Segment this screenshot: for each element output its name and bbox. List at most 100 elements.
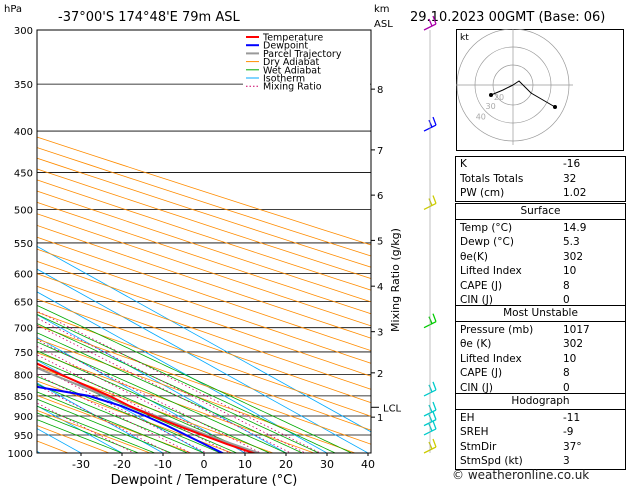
row-value: 1.02 [563, 187, 587, 199]
dry-adiabat-line [37, 324, 371, 445]
pressure-tick-label: 300 [14, 26, 33, 37]
table-row: CAPE (J) 8 [456, 279, 625, 294]
wet-adiabat-line [37, 323, 319, 453]
table-row: Lifted Index 10 [456, 264, 625, 279]
table-row: CIN (J) 0 [456, 381, 625, 396]
pressure-tick-label: 850 [14, 392, 33, 403]
dry-adiabat-line [37, 380, 234, 453]
hpa-label: hPa [4, 4, 22, 15]
table-row: StmDir 37° [456, 440, 625, 455]
km-tick-label: 1 [377, 413, 383, 424]
hodograph-table-title: Hodograph [456, 394, 625, 410]
wind-barb-flag [432, 195, 437, 204]
pressure-tick-label: 400 [14, 127, 33, 138]
dewpoint-profile [37, 385, 226, 453]
indices-table: K -16 Totals Totals 32 PW (cm) 1.02 [455, 156, 626, 202]
row-value: -16 [563, 158, 581, 170]
mixing-ratio-line [37, 384, 170, 453]
mixing-ratio-axis-label: Mixing Ratio (g/kg) [389, 228, 402, 332]
pressure-tick-label: 350 [14, 80, 33, 91]
table-row: CAPE (J) 8 [456, 366, 625, 381]
table-row: SREH -9 [456, 425, 625, 440]
row-value: 302 [563, 250, 584, 263]
wind-barb-flag [432, 420, 437, 430]
dry-adiabat-line [37, 236, 371, 352]
dry-adiabat-line [37, 285, 371, 404]
pressure-tick-label: 450 [14, 168, 33, 179]
wind-barb-flag [432, 15, 437, 25]
dry-adiabat-line [37, 298, 371, 417]
hodograph-ring-label: 30 [486, 102, 496, 111]
most-unstable-title: Most Unstable [456, 306, 625, 322]
km-tick-label: 4 [377, 282, 383, 293]
temperature-profile [37, 362, 258, 453]
hodograph-table: Hodograph EH -11 SREH -9 StmDir 37° StmSpd (kt… [455, 393, 626, 470]
pressure-tick-label: 550 [14, 239, 33, 250]
x-tick-label: -20 [113, 458, 131, 471]
dry-adiabat-line [37, 366, 275, 453]
wet-adiabat-line [37, 376, 221, 453]
hodograph-trace [512, 80, 556, 108]
table-row: Totals Totals 32 [456, 172, 625, 187]
km-tick-label: 5 [377, 236, 383, 247]
legend-entry: Mixing Ratio [263, 82, 322, 93]
km-label: km [374, 4, 390, 15]
x-tick-label: -10 [154, 458, 172, 471]
most-unstable-table: Most Unstable Pressure (mb) 1017 θe (K) 302… [455, 305, 626, 396]
table-row: θe(K) 302 [456, 250, 625, 265]
wind-barb-flag [428, 198, 433, 206]
row-label: θe(K) [460, 250, 488, 263]
legend-entry: Wet Adiabat [263, 65, 321, 76]
wind-barbs [423, 15, 437, 454]
wind-barb-flag [428, 404, 433, 413]
row-value: 302 [563, 338, 584, 350]
row-label: StmDir [460, 440, 497, 453]
legend-background [243, 31, 370, 90]
row-value: 8 [563, 367, 570, 379]
legend-entry: Dewpoint [263, 41, 308, 52]
table-row: EH -11 [456, 411, 625, 426]
wind-barb-flag [432, 313, 437, 322]
row-label: PW (cm) [460, 187, 505, 199]
isotherm-line [37, 245, 371, 433]
row-value: 10 [563, 352, 577, 365]
row-label: Dewp (°C) [460, 236, 514, 248]
x-tick-label: -30 [72, 458, 90, 471]
table-row: Dewp (°C) 5.3 [456, 235, 625, 250]
location-title: -37°00'S 174°48'E 79m ASL [58, 10, 240, 25]
wind-barb-flag [428, 414, 433, 422]
row-label: EH [460, 411, 475, 424]
row-label: Lifted Index [460, 352, 522, 365]
mixing-ratio-line [37, 310, 322, 453]
legend-entry: Isotherm [263, 74, 305, 85]
row-label: Totals Totals [460, 172, 524, 185]
isotherm-line [37, 268, 369, 453]
row-label: Lifted Index [460, 265, 522, 277]
table-row: θe (K) 302 [456, 337, 625, 352]
row-value: 0 [563, 294, 570, 306]
table-row: Temp (°C) 14.9 [456, 221, 625, 236]
dry-adiabat-line [37, 248, 371, 364]
row-label: CIN (J) [460, 381, 493, 394]
wet-adiabat-line [37, 405, 155, 453]
pressure-tick-label: 600 [14, 270, 33, 281]
row-value: 8 [563, 279, 570, 292]
row-value: 0 [563, 381, 570, 394]
wind-barb-flag [428, 119, 433, 128]
datetime-title: 29.10.2023 00GMT (Base: 06) [410, 10, 605, 25]
hodograph-point [489, 93, 493, 97]
wet-adiabat-line [37, 341, 287, 453]
dry-adiabat-line [37, 273, 371, 390]
pressure-tick-label: 700 [14, 324, 33, 335]
wind-barb-flag [432, 438, 437, 448]
row-value: 37° [563, 440, 582, 453]
km-tick-label: 7 [377, 146, 383, 157]
wet-adiabat-line [37, 332, 303, 453]
wind-barb-flag [432, 401, 437, 411]
km-tick-label: 2 [377, 369, 383, 380]
wet-adiabat-line [37, 398, 172, 453]
hodograph-point [553, 105, 557, 109]
isotherm-line [37, 336, 246, 453]
